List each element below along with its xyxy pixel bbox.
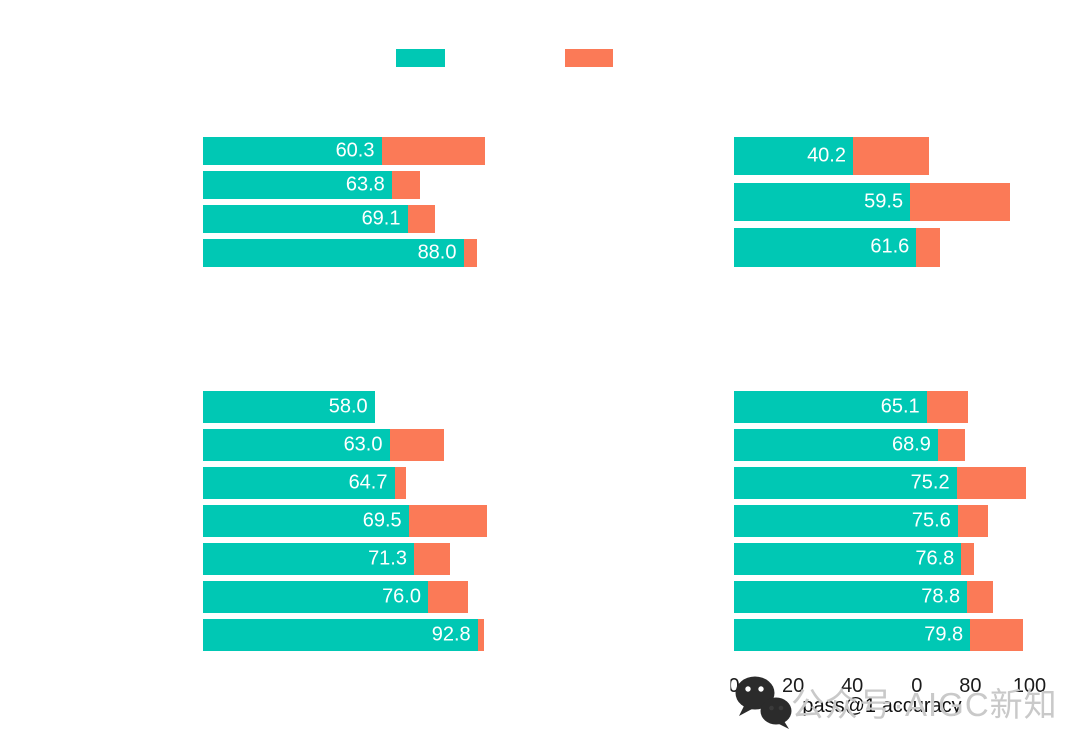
bar-row: 92.8 [203,619,543,651]
bar-improvement-segment [381,137,486,165]
bar-row: 63.0 [203,429,543,461]
bar-value-label: 64.7 [348,471,388,494]
bar-base-segment: 63.8 [203,171,392,199]
bar-improvement-segment [391,171,421,199]
bar-improvement-segment [389,429,444,461]
x-axis-tick: 0 [728,675,740,697]
bar-improvement-segment [916,228,940,267]
bar-row: 58.0 [203,391,543,423]
bar-improvement-segment [957,505,989,537]
bar-value-label: 75.6 [911,509,951,532]
bar-value-label: 92.8 [431,623,471,646]
x-axis-tick: 100 [1012,675,1047,697]
bar-value-label: 78.8 [921,585,961,608]
bar-row: 60.3 [203,137,543,165]
bar-base-segment: 78.8 [734,581,968,613]
legend-swatch-improvement [565,49,613,67]
bar-improvement-segment [967,581,994,613]
bar-base-segment: 79.8 [734,619,971,651]
bar-value-label: 69.5 [362,509,402,532]
bar-value-label: 40.2 [807,144,846,167]
bar-improvement-segment [463,239,478,268]
bar-base-segment: 60.3 [203,137,382,165]
bar-row: 40.2 [734,137,1074,176]
bar-value-label: 79.8 [924,623,964,646]
bar-improvement-segment [407,205,436,233]
bar-base-segment: 88.0 [203,239,464,268]
bar-improvement-segment [970,619,1023,651]
bar-row: 64.7 [203,467,543,499]
bar-value-label: 58.0 [328,395,368,418]
bar-value-label: 88.0 [417,241,457,264]
bar-base-segment: 64.7 [203,467,395,499]
bar-row: 65.1 [734,391,1074,423]
x-axis-label: pass@1 accuracy [802,695,962,717]
x-axis-tick: 60 [900,675,923,697]
bar-value-label: 68.9 [891,433,931,456]
bar-base-segment: 65.1 [734,391,927,423]
bar-improvement-segment [961,543,974,575]
bar-row: 71.3 [203,543,543,575]
bar-base-segment: 68.9 [734,429,938,461]
bar-improvement-segment [926,391,969,423]
wechat-icon [735,674,793,730]
x-axis-tick: 20 [781,675,805,697]
watermark-text: 公众号·AIGC新知 [791,686,1058,723]
bar-row: 79.8 [734,619,1074,651]
bar-row: 68.9 [734,429,1074,461]
bar-row: 75.2 [734,467,1074,499]
bar-base-segment: 76.0 [203,581,428,613]
bar-value-label: 60.3 [335,139,375,162]
bar-value-label: 61.6 [870,235,910,258]
bar-row: 69.1 [203,205,543,233]
bar-row: 76.8 [734,543,1074,575]
bar-improvement-segment [853,137,930,176]
bar-row: 59.5 [734,182,1074,221]
bar-value-label: 76.8 [915,547,955,570]
bar-base-segment: 69.1 [203,205,408,233]
bar-base-segment: 63.0 [203,429,390,461]
bar-value-label: 75.2 [910,471,950,494]
bar-base-segment: 71.3 [203,543,414,575]
bar-row: 61.6 [734,228,1074,267]
bar-base-segment: 69.5 [203,505,409,537]
bar-base-segment: 58.0 [203,391,375,423]
bar-value-label: 76.0 [382,585,421,608]
x-axis-tick: 40 [841,675,864,697]
bar-base-segment: 40.2 [734,137,853,176]
bar-value-label: 63.0 [343,433,383,456]
bar-base-segment: 76.8 [734,543,962,575]
bar-value-label: 71.3 [368,547,407,570]
legend-swatch-base [396,49,445,67]
bar-improvement-segment [937,429,966,461]
bar-improvement-segment [414,543,451,575]
bar-row: 78.8 [734,581,1074,613]
bar-row: 69.5 [203,505,543,537]
bar-improvement-segment [428,581,469,613]
bar-row: 76.0 [203,581,543,613]
x-axis-tick: 80 [959,675,982,697]
bar-value-label: 59.5 [864,190,904,213]
bar-value-label: 65.1 [880,395,920,418]
bar-row: 75.6 [734,505,1074,537]
bar-base-segment: 75.6 [734,505,958,537]
bar-base-segment: 92.8 [203,619,478,651]
bar-base-segment: 75.2 [734,467,957,499]
bar-improvement-segment [408,505,488,537]
bar-improvement-segment [910,182,1011,221]
bar-row: 88.0 [203,239,543,268]
bar-improvement-segment [477,619,485,651]
bar-value-label: 69.1 [361,207,401,230]
bar-value-label: 63.8 [345,173,385,196]
bar-improvement-segment [394,467,406,499]
bar-base-segment: 59.5 [734,182,911,221]
bar-row: 63.8 [203,171,543,199]
bar-base-segment: 61.6 [734,228,917,267]
bar-improvement-segment [956,467,1027,499]
